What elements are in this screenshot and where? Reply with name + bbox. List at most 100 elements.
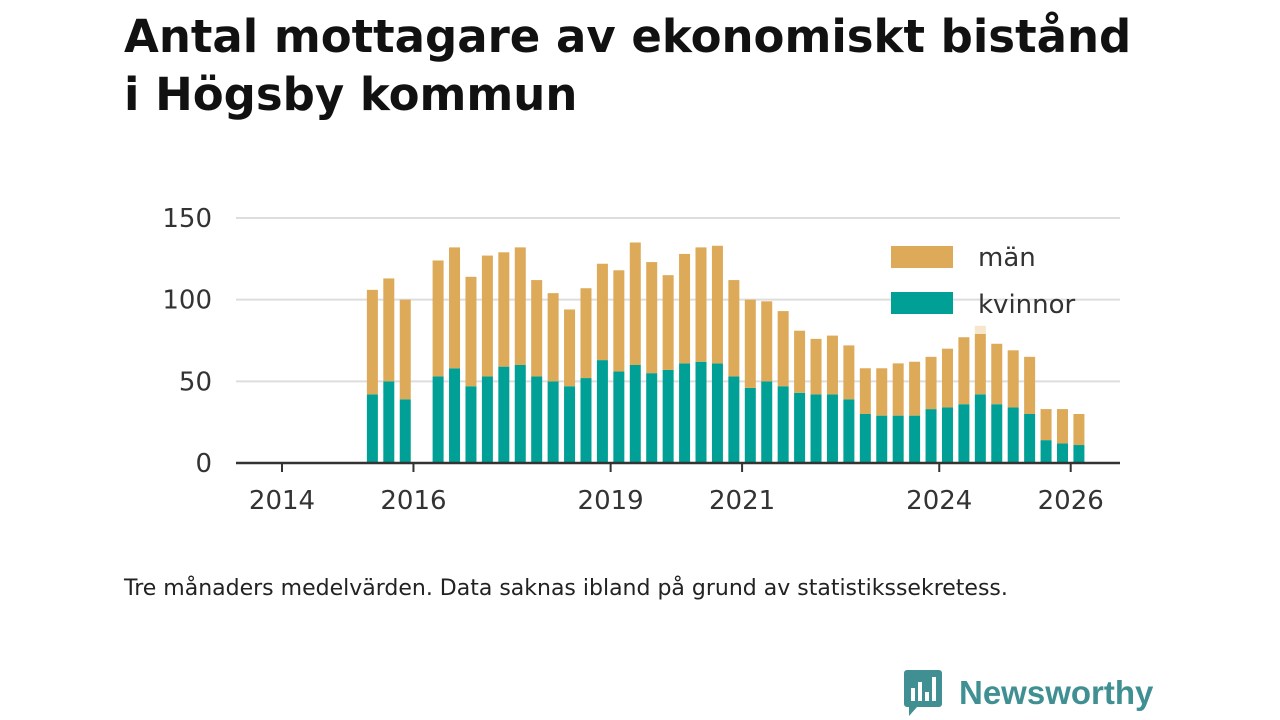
bar-kvinnor-17 <box>662 369 674 463</box>
y-tick-label-150: 150 <box>162 204 212 234</box>
y-tick-label-0: 0 <box>195 449 212 479</box>
bar-kvinnor-35 <box>958 404 970 463</box>
bar-man-35 <box>958 337 970 405</box>
bar-kvinnor-6 <box>481 376 493 463</box>
bar-kvinnor-2 <box>399 399 411 463</box>
bar-man-29 <box>859 368 871 414</box>
bar-kvinnor-1 <box>383 381 395 463</box>
legend-label-kvinnor: kvinnor <box>978 290 1076 320</box>
x-tick-label-2019: 2019 <box>578 486 644 516</box>
bar-kvinnor-32 <box>909 415 921 463</box>
bar-man-2 <box>399 299 411 400</box>
bar-man-9 <box>531 280 543 377</box>
bar-man-38 <box>1007 350 1019 408</box>
bar-kvinnor-34 <box>941 407 953 463</box>
bar-kvinnor-15 <box>629 365 641 463</box>
bar-man-19 <box>695 247 707 362</box>
y-tick-label-100: 100 <box>162 286 212 316</box>
bar-man-4 <box>449 247 461 369</box>
bar-kvinnor-8 <box>514 365 526 463</box>
bar-man-1 <box>383 278 395 382</box>
bar-man-16 <box>646 262 658 374</box>
bar-man-18 <box>679 253 691 364</box>
bar-kvinnor-29 <box>859 414 871 463</box>
bar-kvinnor-20 <box>711 363 723 463</box>
footnote: Tre månaders medelvärden. Data saknas ib… <box>124 576 1008 601</box>
bar-kvinnor-22 <box>744 387 756 463</box>
bar-man-31 <box>892 363 904 416</box>
chart-title-line2: i Högsby kommun <box>124 68 578 121</box>
bar-man-14 <box>613 270 625 372</box>
legend-swatch-man <box>891 246 953 268</box>
bar-kvinnor-42 <box>1073 445 1085 463</box>
bar-preliminary-cap <box>974 325 986 334</box>
bar-man-25 <box>794 330 806 393</box>
bar-man-12 <box>580 288 592 379</box>
bar-man-42 <box>1073 414 1085 446</box>
bar-kvinnor-13 <box>596 360 608 463</box>
brand-name: Newsworthy <box>959 674 1154 711</box>
newsworthy-logo-icon <box>904 670 942 716</box>
bar-kvinnor-18 <box>679 363 691 463</box>
bar-man-23 <box>761 301 773 382</box>
brand-logo[interactable]: Newsworthy <box>903 668 1153 718</box>
bar-man-15 <box>629 242 641 365</box>
bar-man-36 <box>974 333 986 395</box>
bar-man-3 <box>432 260 444 377</box>
bar-man-17 <box>662 275 674 370</box>
x-tick-label-2016: 2016 <box>380 486 446 516</box>
bar-man-24 <box>777 311 789 387</box>
bar-kvinnor-19 <box>695 361 707 463</box>
axes: 0 50 100 150 2014 2016 2019 2021 2024 2026 <box>162 204 1120 516</box>
x-tick-label-2021: 2021 <box>709 486 775 516</box>
bar-kvinnor-0 <box>366 394 378 463</box>
bar-man-8 <box>514 247 526 365</box>
bar-kvinnor-26 <box>810 394 822 463</box>
bar-kvinnor-24 <box>777 386 789 463</box>
bar-kvinnor-28 <box>843 399 855 463</box>
bar-man-7 <box>498 252 510 367</box>
bar-man-37 <box>991 343 1003 405</box>
bar-kvinnor-9 <box>531 376 543 463</box>
bar-kvinnor-12 <box>580 378 592 463</box>
bar-kvinnor-33 <box>925 409 937 463</box>
x-tick-label-2024: 2024 <box>906 486 972 516</box>
bar-man-26 <box>810 338 822 395</box>
bar-man-27 <box>826 335 838 395</box>
bar-man-6 <box>481 255 493 377</box>
bar-man-28 <box>843 345 855 400</box>
bar-man-13 <box>596 263 608 361</box>
bar-man-0 <box>366 289 378 395</box>
bar-man-21 <box>728 280 740 377</box>
chart-title: Antal mottagare av ekonomiskt bistånd i … <box>124 8 1224 124</box>
bar-man-20 <box>711 245 723 364</box>
bar-kvinnor-23 <box>761 381 773 463</box>
legend: män kvinnor <box>891 243 1076 320</box>
x-tick-label-2014: 2014 <box>249 486 315 516</box>
bar-man-40 <box>1040 409 1052 441</box>
bar-man-5 <box>465 276 477 387</box>
bar-kvinnor-21 <box>728 376 740 463</box>
bar-kvinnor-7 <box>498 366 510 463</box>
bar-kvinnor-27 <box>826 394 838 463</box>
bar-kvinnor-11 <box>564 386 576 463</box>
bar-man-10 <box>547 293 559 382</box>
bar-kvinnor-31 <box>892 415 904 463</box>
bar-kvinnor-25 <box>794 392 806 463</box>
bar-man-39 <box>1024 356 1036 414</box>
bar-man-34 <box>941 348 953 408</box>
bar-man-41 <box>1056 409 1068 444</box>
bar-kvinnor-10 <box>547 381 559 463</box>
x-tick-label-2026: 2026 <box>1038 486 1104 516</box>
y-tick-label-50: 50 <box>179 367 212 397</box>
legend-label-man: män <box>978 243 1036 273</box>
legend-swatch-kvinnor <box>891 292 953 314</box>
bar-kvinnor-30 <box>876 415 888 463</box>
bar-kvinnor-40 <box>1040 440 1052 463</box>
bar-man-22 <box>744 299 756 388</box>
bar-kvinnor-4 <box>449 368 461 463</box>
bar-kvinnor-38 <box>1007 407 1019 463</box>
bar-kvinnor-41 <box>1056 443 1068 463</box>
bar-kvinnor-14 <box>613 371 625 463</box>
